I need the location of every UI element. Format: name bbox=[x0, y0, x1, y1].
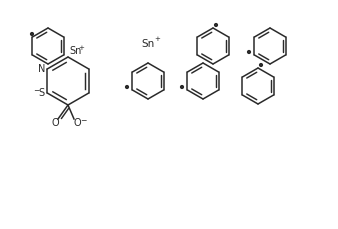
Circle shape bbox=[31, 33, 33, 35]
Circle shape bbox=[126, 86, 128, 88]
Text: −: − bbox=[80, 117, 86, 125]
Text: S: S bbox=[38, 88, 44, 98]
Circle shape bbox=[180, 86, 184, 88]
Text: +: + bbox=[154, 36, 160, 42]
Text: +: + bbox=[78, 45, 84, 51]
Text: Sn: Sn bbox=[141, 39, 154, 49]
Circle shape bbox=[215, 24, 217, 26]
Circle shape bbox=[260, 64, 262, 66]
Circle shape bbox=[248, 51, 250, 53]
Text: N: N bbox=[38, 64, 45, 74]
Text: Sn: Sn bbox=[69, 46, 81, 56]
Text: O: O bbox=[73, 118, 81, 128]
Text: −: − bbox=[33, 87, 39, 95]
Text: O: O bbox=[51, 118, 59, 128]
